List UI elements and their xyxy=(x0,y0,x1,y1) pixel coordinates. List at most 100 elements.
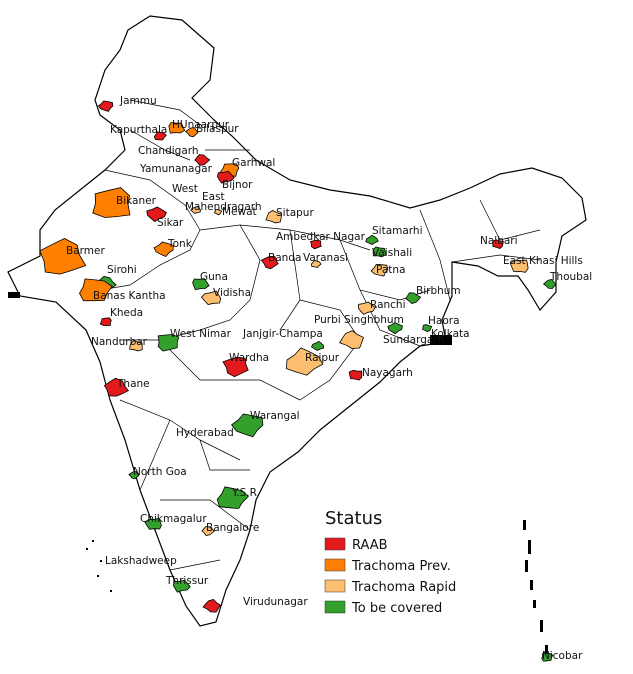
district-shape xyxy=(216,486,249,509)
legend-title: Status xyxy=(325,508,382,529)
district-label: Y.S.R. xyxy=(231,487,260,499)
district-shape xyxy=(310,340,325,351)
district-label: HUnaarpur xyxy=(172,119,230,131)
district-shape xyxy=(509,259,529,273)
district-label: Virudunagar xyxy=(243,596,308,608)
district-shape xyxy=(222,356,249,378)
district-shape xyxy=(216,170,235,184)
district-label: Banas Kantha xyxy=(93,290,166,302)
district-shape xyxy=(310,259,322,268)
district-shape xyxy=(192,278,210,291)
legend-swatch xyxy=(324,537,346,551)
district-label: Janjgir-Champa xyxy=(242,328,323,340)
district-label: Thrissur xyxy=(165,575,209,587)
legend-swatch xyxy=(324,579,346,593)
district-shape xyxy=(103,377,130,397)
district-label: Sundargarh xyxy=(383,334,444,346)
district-label: Sitapur xyxy=(276,207,314,219)
district-shape xyxy=(168,122,186,134)
district-label: Thoubal xyxy=(549,271,592,283)
district-shape xyxy=(153,241,174,257)
district-label: Sirohi xyxy=(107,264,137,276)
district-label: Nandurbar xyxy=(91,336,148,348)
district-label: Garhwal xyxy=(232,157,275,169)
district-shape xyxy=(190,205,201,214)
district-label: West Nimar xyxy=(170,328,232,340)
district-label: Kolkata xyxy=(431,328,470,340)
district-label: Wardha xyxy=(229,352,269,364)
district-label: Sitamarhi xyxy=(372,225,423,237)
district-label: Jammu xyxy=(119,95,157,107)
district-shape xyxy=(146,206,167,223)
district-label: Barmer xyxy=(66,245,105,257)
district-label: Guna xyxy=(200,271,228,283)
state-border xyxy=(129,99,451,301)
district-label: Haora xyxy=(428,315,460,327)
district-shape xyxy=(387,322,403,335)
district-label: Vidisha xyxy=(213,287,251,299)
district-shape xyxy=(79,278,113,302)
district-label: Thane xyxy=(116,378,150,390)
district-shape xyxy=(194,154,211,166)
district-label: Bilaspur xyxy=(196,123,239,135)
district-label: Warangal xyxy=(250,410,300,422)
district-shape xyxy=(339,330,364,349)
district-shape xyxy=(97,100,114,112)
district-shape xyxy=(285,347,324,376)
country-outline xyxy=(7,15,587,627)
district-shape xyxy=(405,292,422,304)
district-label: Bangalore xyxy=(206,522,259,534)
district-shape xyxy=(153,131,167,141)
district-shape xyxy=(492,239,504,249)
district-label: Mahendragarh xyxy=(185,201,262,213)
district-shape xyxy=(200,290,222,305)
district-label: Sikar xyxy=(157,217,184,229)
district-label: Bijnor xyxy=(222,179,253,191)
district-shape xyxy=(265,210,283,224)
district-shape xyxy=(92,187,131,218)
district-label: Ranchi xyxy=(370,299,406,311)
district-label: Chandigarh xyxy=(138,145,199,157)
district-label: Purbi Singhbhum xyxy=(314,314,404,326)
district-shape xyxy=(370,263,389,277)
district-shape xyxy=(172,579,191,593)
district-shape xyxy=(260,255,279,270)
district-shape xyxy=(542,279,557,290)
legend-label: RAAB xyxy=(352,538,388,553)
district-label: East xyxy=(202,191,225,203)
district-shape xyxy=(541,653,554,662)
district-shape xyxy=(422,324,433,333)
district-label: Kapurthala xyxy=(110,124,167,136)
district-shape xyxy=(157,334,180,352)
district-shape xyxy=(201,525,216,536)
islands xyxy=(8,292,548,659)
district-shape xyxy=(129,340,143,352)
district-shape xyxy=(372,246,387,258)
district-shape xyxy=(365,234,379,245)
legend-swatch xyxy=(324,558,346,572)
legend-label: Trachoma Prev. xyxy=(351,559,451,574)
district-label: Kheda xyxy=(110,307,143,319)
district-label: Banda xyxy=(268,252,301,264)
legend-label: Trachoma Rapid xyxy=(351,580,456,595)
district-label: Tonk xyxy=(167,238,193,250)
district-label: Yamunanagar xyxy=(139,163,213,175)
district-label: Bikaner xyxy=(116,195,157,207)
district-shape xyxy=(202,599,221,613)
district-label: Varanasi xyxy=(303,252,348,264)
district-shape xyxy=(348,369,363,381)
legend-swatch xyxy=(324,600,346,614)
district-label: Vaishali xyxy=(372,247,412,259)
district-label: Nicobar xyxy=(542,650,583,662)
district-shape xyxy=(184,127,199,138)
district-shape xyxy=(144,517,162,530)
district-label: Mewat xyxy=(222,206,257,218)
district-label: Ambedkar Nagar xyxy=(276,231,366,243)
district-label: Hyderabad xyxy=(176,427,234,439)
district-label: Birbhum xyxy=(416,285,461,297)
district-shape xyxy=(357,301,376,315)
district-shape xyxy=(39,238,87,275)
district-label: Raipur xyxy=(305,352,340,364)
district-label: North Goa xyxy=(133,466,187,478)
